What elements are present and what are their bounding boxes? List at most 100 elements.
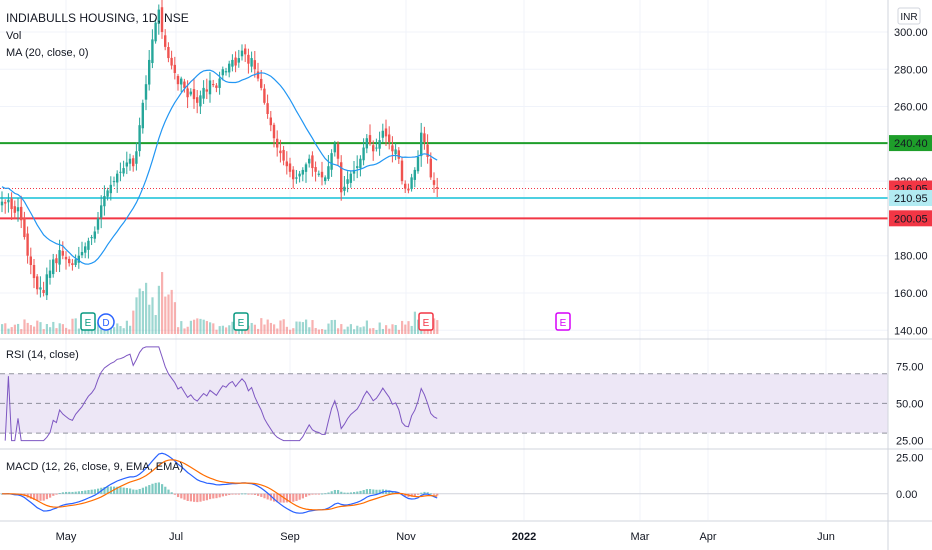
candle-body <box>52 259 55 275</box>
macd-histogram-bar <box>276 493 279 503</box>
volume-bar <box>253 324 256 334</box>
event-marker-earnings[interactable]: E <box>80 312 96 331</box>
macd-histogram-bar <box>295 493 298 501</box>
candle-body <box>362 147 365 161</box>
ma-legend: MA (20, close, 0) <box>6 47 89 59</box>
macd-histogram-bar <box>148 485 151 494</box>
candle-body <box>301 169 304 175</box>
event-marker-earnings-upcoming[interactable]: E <box>555 312 571 331</box>
volume-bar <box>29 325 32 334</box>
horizontal-levels <box>0 142 888 220</box>
volume-bar <box>33 326 36 334</box>
candle-body <box>266 103 269 114</box>
candle-body <box>61 250 64 256</box>
time-tick-label: May <box>56 531 77 543</box>
candle-body <box>87 240 90 250</box>
macd-histogram-bar <box>308 493 311 496</box>
event-marker-earnings[interactable]: E <box>418 312 434 331</box>
time-tick-label: Sep <box>280 531 300 543</box>
price-badge-text: 200.05 <box>894 213 928 225</box>
macd-histogram-bar <box>141 487 144 494</box>
candle-body <box>71 263 74 266</box>
volume-bar <box>385 325 388 334</box>
volume-bar <box>337 328 340 334</box>
volume-bar <box>148 304 151 334</box>
candle-body <box>80 251 84 256</box>
macd-histogram-bar <box>289 493 292 503</box>
macd-histogram-bar <box>93 489 96 494</box>
volume-bar <box>356 325 359 334</box>
volume-bar <box>372 328 375 334</box>
macd-histogram-bar <box>372 489 375 494</box>
macd-histogram-bar <box>253 493 256 495</box>
candle-body <box>224 71 228 73</box>
price-badge-level-red: 200.05 <box>889 210 932 227</box>
volume-bar <box>125 320 128 334</box>
candle-body <box>109 184 112 194</box>
volume-bar <box>183 328 186 334</box>
candle-body <box>365 138 368 149</box>
macd-histogram-bar <box>39 493 42 501</box>
macd-histogram-bar <box>199 493 202 502</box>
macd-histogram-bar <box>74 491 77 494</box>
volume-bar <box>250 322 253 334</box>
event-marker-earnings[interactable]: E <box>233 312 249 331</box>
macd-histogram-bar <box>426 492 429 494</box>
macd-histogram-bar <box>327 492 330 494</box>
macd-histogram-bar <box>129 488 132 494</box>
rsi-tick-label: 75.00 <box>896 361 924 373</box>
event-marker-label: D <box>102 318 109 329</box>
volume-bar <box>285 326 288 334</box>
candle-body <box>218 78 221 88</box>
volume-bar <box>346 326 349 334</box>
candle-body <box>39 287 42 290</box>
earnings-marker-box <box>80 312 96 331</box>
volume-bar <box>378 322 381 334</box>
event-marker-dividend[interactable]: D <box>97 313 115 331</box>
volume-bar <box>52 321 55 334</box>
price-tick-label: 260.00 <box>894 102 928 114</box>
candle-body <box>93 231 96 239</box>
volume-bar <box>157 285 160 334</box>
macd-histogram-bar <box>321 493 324 495</box>
macd-histogram-bar <box>170 492 173 494</box>
volume-bar <box>10 327 13 334</box>
macd-histogram-bar <box>378 489 381 494</box>
candle-body <box>135 151 138 164</box>
currency-badge[interactable]: INR <box>897 7 921 25</box>
volume-bar <box>20 329 23 334</box>
candle-body <box>298 173 301 177</box>
candle-body <box>196 97 199 103</box>
candle-body <box>154 22 157 42</box>
candle-body <box>253 60 256 70</box>
candle-body <box>84 246 87 253</box>
volume-bar <box>199 318 202 334</box>
volume-bar <box>391 324 394 334</box>
volume-bar <box>116 323 119 334</box>
volume-bar <box>109 324 112 334</box>
volume-bar <box>404 324 407 334</box>
price-scale[interactable]: 300.00280.00260.00220.00180.00160.00140.… <box>889 27 932 501</box>
macd-histogram-bar <box>314 493 317 495</box>
volume-bar <box>215 329 218 334</box>
volume-bar <box>231 321 234 334</box>
macd-histogram-bar <box>356 491 359 494</box>
price-badge-text: 210.95 <box>894 193 928 205</box>
candle-body <box>122 168 125 174</box>
volume-bar <box>349 324 352 334</box>
price-badge-text: 240.40 <box>894 138 928 150</box>
volume-bar <box>410 325 413 334</box>
candle-body <box>170 57 173 66</box>
candle-body <box>282 149 285 161</box>
macd-histogram-bar <box>186 493 189 501</box>
macd-histogram-bar <box>164 486 167 494</box>
candle-body <box>55 258 58 264</box>
macd-histogram-bar <box>84 490 87 494</box>
volume-bar <box>189 320 192 334</box>
time-scale[interactable]: May Jul Sep Nov 2022 Mar Apr Jun <box>56 531 835 543</box>
candle-body <box>138 125 141 152</box>
volume-bar <box>330 320 333 334</box>
volume-bar <box>269 322 272 334</box>
candle-body <box>125 162 128 167</box>
